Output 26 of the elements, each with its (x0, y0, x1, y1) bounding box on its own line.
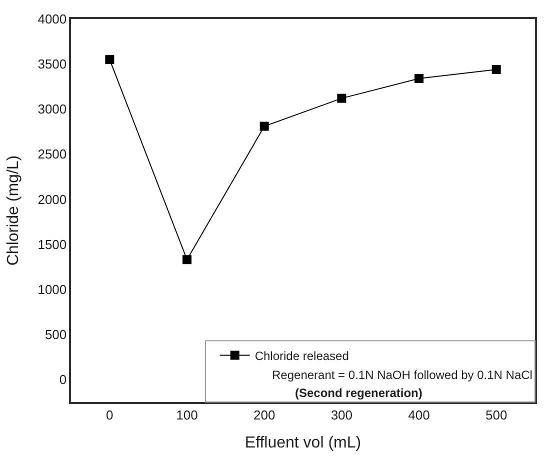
y-tick-label: 500 (44, 326, 67, 342)
y-axis-title: Chloride (mg/L) (5, 155, 22, 266)
legend-label: Chloride released (254, 348, 349, 363)
x-tick-label: 100 (176, 407, 198, 422)
annotation: (Second regeneration) (295, 386, 422, 400)
x-tick-label: 200 (253, 407, 276, 422)
y-tick-label: 2500 (38, 146, 67, 162)
y-tick-label: 3500 (38, 56, 67, 72)
y-tick-label: 3000 (38, 102, 67, 117)
annotation: Regenerant = 0.1N NaOH followed by 0.1N NaCl (272, 368, 532, 382)
point (414, 74, 424, 83)
point (105, 55, 114, 64)
point (260, 122, 269, 131)
x-tick-label: 0 (106, 407, 114, 422)
y-tick-label: 2000 (38, 192, 67, 207)
y-tick-label: 4000 (38, 12, 67, 27)
x-tick-label: 500 (485, 407, 508, 422)
point (337, 94, 346, 103)
x-tick-label: 300 (330, 407, 353, 422)
y-tick-label: 0 (59, 372, 67, 388)
point (492, 64, 501, 74)
x-axis-title: Effluent vol (mL) (244, 434, 362, 452)
point (182, 255, 192, 264)
y-tick-label: 1500 (38, 236, 67, 252)
x-tick-label: 400 (408, 407, 430, 422)
y-tick-label: 1000 (38, 282, 67, 297)
